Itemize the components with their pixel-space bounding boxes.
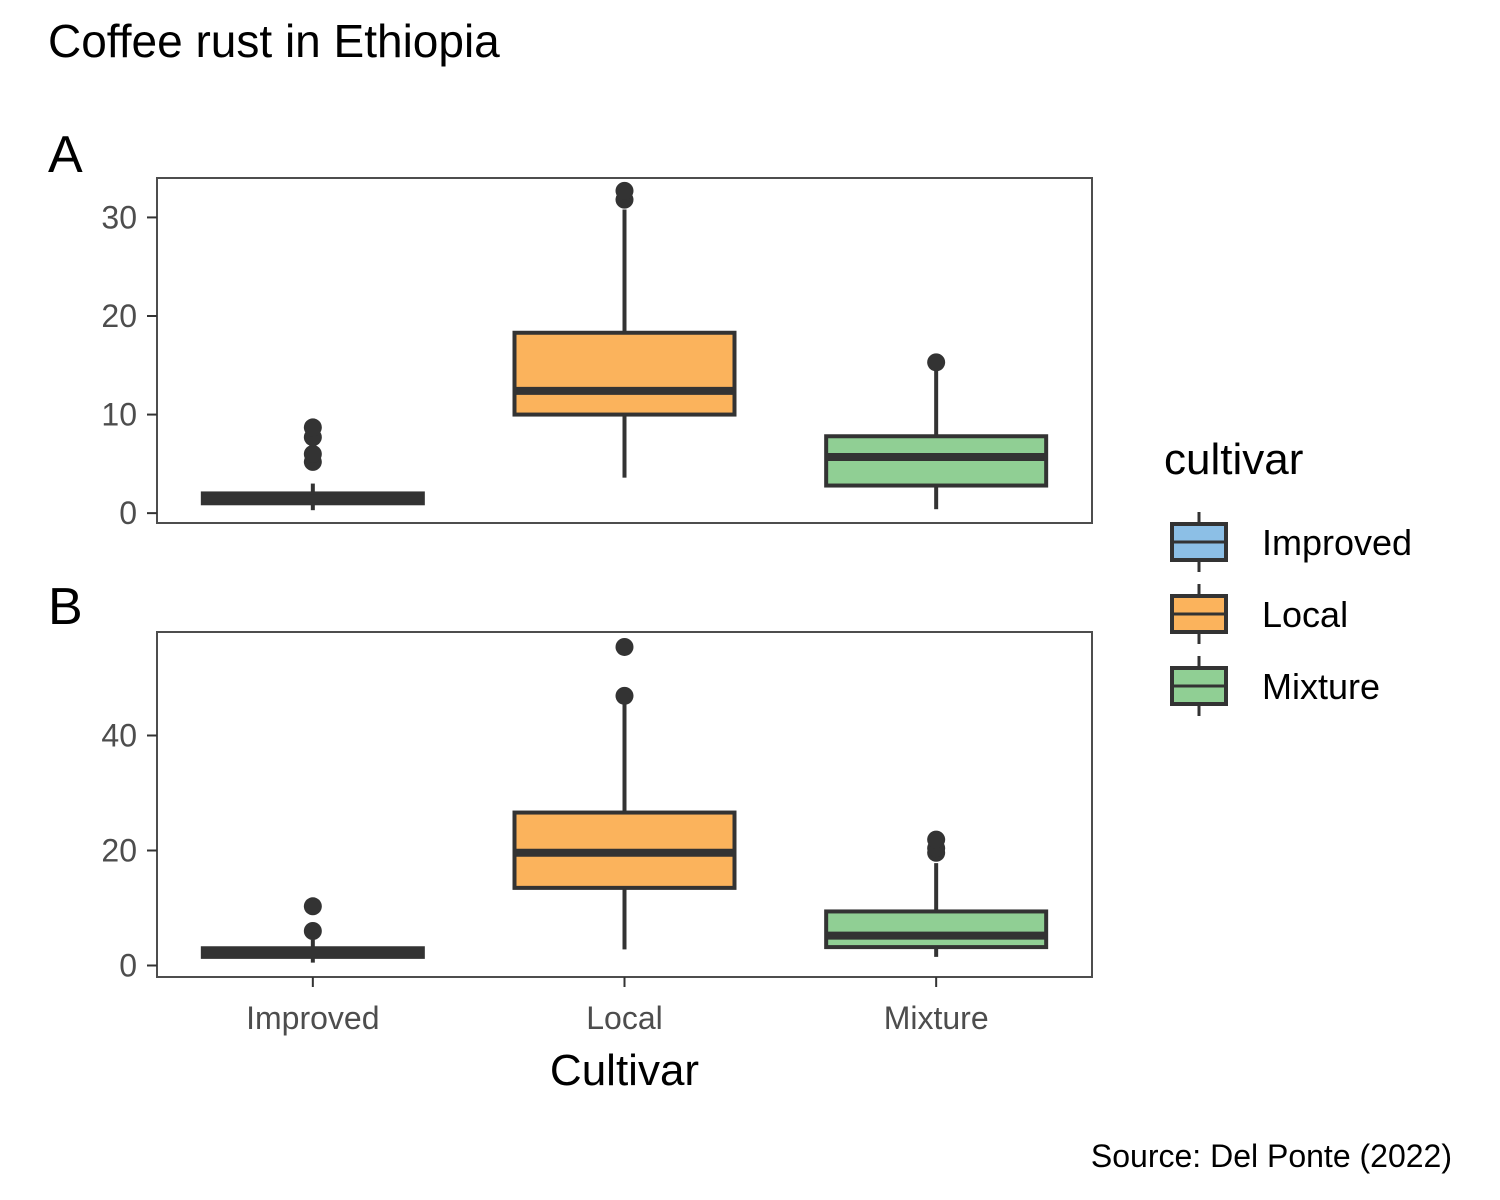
outlier-point bbox=[615, 637, 634, 656]
y-tick-label: 20 bbox=[101, 833, 137, 869]
legend-title: cultivar bbox=[1164, 435, 1303, 484]
legend-label: Local bbox=[1262, 594, 1348, 635]
y-tick-label: 10 bbox=[101, 397, 137, 433]
chart-caption: Source: Del Ponte (2022) bbox=[1090, 1138, 1452, 1174]
outlier-point bbox=[303, 445, 322, 463]
outlier-point bbox=[927, 353, 946, 372]
panel-tag-b: B bbox=[48, 578, 83, 636]
chart-title: Coffee rust in Ethiopia bbox=[48, 15, 500, 67]
panel-tag-a: A bbox=[48, 126, 83, 184]
legend-key-improved: Improved bbox=[1170, 512, 1412, 572]
outlier-point bbox=[927, 830, 946, 849]
x-axis-title: Cultivar bbox=[550, 1046, 699, 1095]
legend-label: Mixture bbox=[1262, 666, 1380, 707]
y-tick-label: 20 bbox=[101, 298, 137, 334]
box-local bbox=[512, 637, 737, 950]
box-improved bbox=[200, 897, 425, 963]
legend-key-mixture: Mixture bbox=[1170, 656, 1380, 716]
box-body bbox=[512, 330, 737, 417]
y-tick-label: 0 bbox=[119, 948, 137, 984]
box-mixture bbox=[824, 830, 1049, 957]
outlier-point bbox=[615, 686, 634, 705]
panel-a: A 0 10 20 30 bbox=[48, 126, 1093, 531]
panel-border bbox=[156, 177, 1093, 524]
outlier-point bbox=[303, 418, 322, 437]
x-tick-label: Mixture bbox=[884, 1000, 989, 1036]
legend-key-local: Local bbox=[1170, 584, 1348, 644]
box-improved bbox=[200, 418, 425, 511]
y-tick-label: 0 bbox=[119, 495, 137, 531]
legend-label: Improved bbox=[1262, 522, 1412, 563]
y-tick-label: 40 bbox=[101, 718, 137, 754]
box-local bbox=[512, 181, 737, 478]
outlier-point bbox=[303, 922, 322, 940]
x-tick-label: Improved bbox=[246, 1000, 379, 1036]
box-mixture bbox=[824, 353, 1049, 510]
box-body bbox=[824, 909, 1049, 950]
panel-b: B 0 20 40 Improved Local Mixture Cultivar bbox=[48, 578, 1093, 1095]
x-tick-label: Local bbox=[586, 1000, 663, 1036]
outlier-point bbox=[615, 181, 634, 200]
y-tick-label: 30 bbox=[101, 199, 137, 235]
legend: cultivar Improved Local Mixture bbox=[1164, 435, 1412, 716]
outlier-point bbox=[303, 897, 322, 916]
